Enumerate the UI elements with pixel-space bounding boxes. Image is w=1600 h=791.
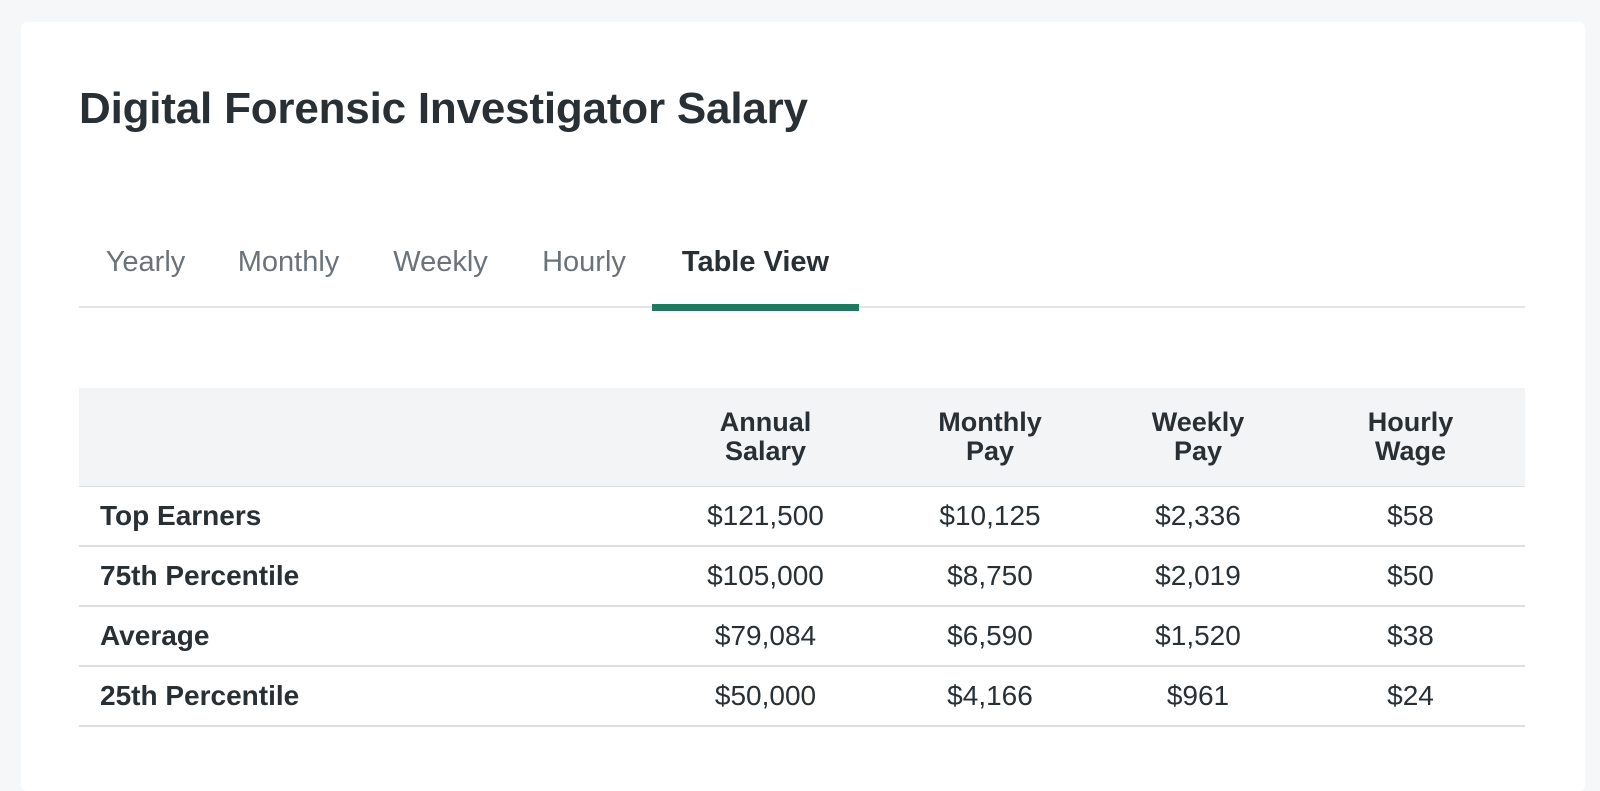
header-weekly-pay: Weekly Pay [1100, 388, 1296, 487]
tab-weekly[interactable]: Weekly [365, 219, 516, 305]
table-row: 75th Percentile $105,000 $8,750 $2,019 $… [79, 546, 1525, 607]
cell-hourly: $38 [1296, 606, 1525, 667]
cell-monthly: $10,125 [880, 486, 1100, 547]
cell-weekly: $1,520 [1100, 606, 1296, 667]
header-monthly-pay: Monthly Pay [880, 388, 1100, 487]
tab-bar: Yearly Monthly Weekly Hourly Table View [79, 219, 1525, 311]
tab-label: Weekly [393, 245, 488, 278]
salary-card: Digital Forensic Investigator Salary Yea… [21, 22, 1585, 791]
tab-monthly[interactable]: Monthly [212, 219, 365, 305]
cell-monthly: $6,590 [880, 606, 1100, 667]
page-title: Digital Forensic Investigator Salary [79, 84, 808, 133]
tab-yearly[interactable]: Yearly [79, 219, 212, 305]
cell-monthly: $8,750 [880, 546, 1100, 607]
tab-label: Yearly [105, 245, 186, 278]
tab-hourly[interactable]: Hourly [516, 219, 652, 305]
tab-label: Table View [681, 245, 830, 278]
salary-table-container: Annual Salary Monthly Pay Weekly Pay Hou… [79, 388, 1525, 727]
tab-label: Monthly [237, 245, 340, 278]
table-row: Top Earners $121,500 $10,125 $2,336 $58 [79, 486, 1525, 547]
row-label: Top Earners [79, 486, 651, 547]
header-annual-salary: Annual Salary [651, 388, 880, 487]
table-row: 25th Percentile $50,000 $4,166 $961 $24 [79, 666, 1525, 727]
table-header-row: Annual Salary Monthly Pay Weekly Pay Hou… [79, 388, 1525, 487]
row-label: Average [79, 606, 651, 667]
table-row: Average $79,084 $6,590 $1,520 $38 [79, 606, 1525, 667]
cell-weekly: $2,336 [1100, 486, 1296, 547]
salary-table: Annual Salary Monthly Pay Weekly Pay Hou… [79, 388, 1525, 727]
tab-table-view[interactable]: Table View [652, 219, 859, 311]
cell-annual: $50,000 [651, 666, 880, 727]
cell-hourly: $58 [1296, 486, 1525, 547]
cell-hourly: $24 [1296, 666, 1525, 727]
header-empty [79, 388, 651, 487]
cell-annual: $121,500 [651, 486, 880, 547]
header-hourly-wage: Hourly Wage [1296, 388, 1525, 487]
row-label: 75th Percentile [79, 546, 651, 607]
cell-weekly: $2,019 [1100, 546, 1296, 607]
cell-annual: $105,000 [651, 546, 880, 607]
cell-weekly: $961 [1100, 666, 1296, 727]
row-label: 25th Percentile [79, 666, 651, 727]
cell-annual: $79,084 [651, 606, 880, 667]
cell-hourly: $50 [1296, 546, 1525, 607]
cell-monthly: $4,166 [880, 666, 1100, 727]
tab-label: Hourly [542, 245, 626, 278]
tab-active-indicator [652, 304, 859, 311]
